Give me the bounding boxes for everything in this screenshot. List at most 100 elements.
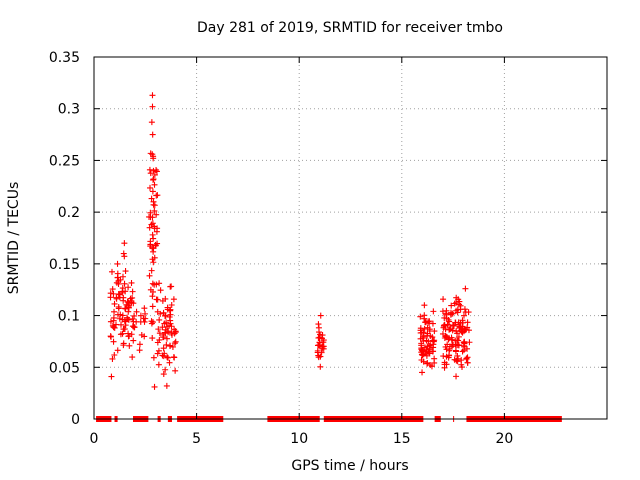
data-point [464,324,471,331]
data-point [108,373,115,380]
data-point [149,280,156,287]
data-point [125,330,132,337]
data-point [166,322,173,329]
data-point [119,289,126,296]
data-point [446,318,453,325]
data-point [170,296,177,303]
data-point [111,300,118,307]
data-point [114,274,121,281]
data-point [136,341,143,348]
data-point [453,307,460,314]
data-point [148,119,155,126]
data-point [149,92,156,99]
data-point [151,171,158,178]
data-point [150,354,157,361]
data-point [153,228,160,235]
data-point [316,339,323,346]
data-point [109,355,116,362]
data-point [315,352,322,359]
data-point [119,312,126,319]
data-point [425,318,432,325]
data-point [464,359,471,366]
data-point [156,316,163,323]
data-point [167,343,174,350]
data-point [166,359,173,366]
data-point [137,312,144,319]
data-point [109,286,116,293]
data-point [122,305,129,312]
data-point [151,383,158,390]
data-point [159,297,166,304]
data-point [444,341,451,348]
data-point [149,303,156,310]
data-point [149,103,156,110]
data-point [113,295,120,302]
data-point [449,341,456,348]
y-tick-label: 0.05 [49,360,80,376]
data-point [151,207,158,214]
data-point [115,278,122,285]
data-point [429,334,436,341]
x-tick-label: 15 [393,431,411,447]
y-tick-label: 0 [71,412,80,428]
data-point [111,324,118,331]
y-tick-label: 0.35 [49,50,80,66]
data-point [154,308,161,315]
data-point [172,367,179,374]
data-point [137,318,144,325]
data-point [448,302,455,309]
data-point [140,315,147,322]
data-point [423,352,430,359]
data-point [110,317,117,324]
data-point [451,300,458,307]
data-point [154,339,161,346]
data-point [133,308,140,315]
data-point [154,350,161,357]
data-point [419,334,426,341]
data-point [167,306,174,313]
data-point [445,352,452,359]
data-point [150,198,157,205]
data-point [320,337,327,344]
data-point [167,283,174,290]
data-point [149,131,156,138]
data-point [120,250,127,257]
data-point [150,259,157,266]
data-point [424,324,431,331]
data-point [121,280,128,287]
data-point [451,356,458,363]
data-point [316,329,323,336]
data-point [149,293,156,300]
data-point [115,291,122,298]
data-point [126,342,133,349]
data-point [163,382,170,389]
data-point [168,302,175,309]
axis-ticks [93,56,607,420]
data-point [156,330,163,337]
grid-lines [94,57,607,419]
data-point [441,364,448,371]
data-point [458,357,465,364]
data-point [161,350,168,357]
data-point [170,354,177,361]
data-point [128,331,135,338]
data-point [462,285,469,292]
data-point [130,300,137,307]
data-point [455,333,462,340]
data-point [120,294,127,301]
data-point [425,348,432,355]
data-point [107,318,114,325]
data-point [459,317,466,324]
data-point [446,326,453,333]
data-point [440,296,447,303]
chart-title: Day 281 of 2019, SRMTID for receiver tmb… [197,20,503,36]
data-points [107,92,473,390]
data-point [128,279,135,286]
data-point [424,332,431,339]
y-tick-label: 0.3 [58,102,80,118]
data-point [454,330,461,337]
data-point [149,188,156,195]
data-point [431,355,438,362]
